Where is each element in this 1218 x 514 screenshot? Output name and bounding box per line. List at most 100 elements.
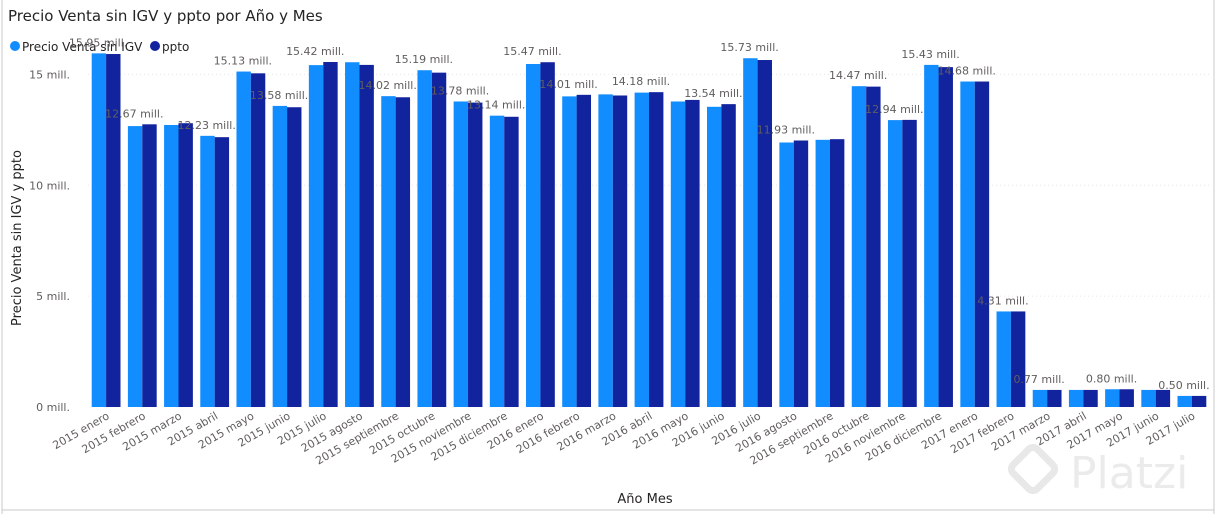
bar-ppto[interactable]: [1047, 389, 1062, 407]
bar-precio-venta[interactable]: [381, 96, 396, 408]
bar-precio-venta[interactable]: [1105, 389, 1120, 407]
bar-precio-venta[interactable]: [526, 64, 541, 408]
data-label: 15.13 mill.: [214, 55, 272, 68]
bar-ppto[interactable]: [395, 97, 411, 408]
data-label: 0.80 mill.: [1086, 372, 1137, 385]
bar-precio-venta[interactable]: [489, 115, 505, 408]
bar-ppto[interactable]: [974, 81, 990, 407]
bar-ppto[interactable]: [793, 140, 809, 407]
bar-precio-venta[interactable]: [164, 124, 179, 407]
data-label: 15.95 mill.: [69, 36, 127, 49]
bar-ppto[interactable]: [250, 73, 266, 407]
bar-precio-venta[interactable]: [996, 311, 1011, 407]
bar-precio-venta[interactable]: [91, 53, 107, 407]
bar-ppto[interactable]: [214, 137, 230, 408]
legend-label-ppto: ppto: [162, 40, 189, 54]
bar-precio-venta[interactable]: [308, 65, 324, 407]
data-label: 15.73 mill.: [720, 41, 778, 54]
x-axis-title: Año Mes: [617, 492, 672, 507]
bar-ppto[interactable]: [142, 124, 157, 408]
bar-ppto[interactable]: [866, 86, 881, 407]
bar-precio-venta[interactable]: [417, 70, 432, 407]
data-label: 4.31 mill.: [977, 294, 1028, 307]
bar-ppto[interactable]: [721, 104, 736, 408]
legend-marker-ppto: [150, 41, 160, 51]
y-tick-label: 10 mill.: [29, 179, 70, 192]
bar-ppto[interactable]: [902, 119, 917, 407]
bar-ppto[interactable]: [1010, 311, 1026, 407]
bar-precio-venta[interactable]: [1032, 389, 1048, 407]
data-label: 0.77 mill.: [1013, 373, 1064, 386]
bar-ppto[interactable]: [1155, 389, 1171, 407]
y-tick-label: 0 mill.: [36, 401, 70, 414]
bar-precio-venta[interactable]: [634, 92, 649, 408]
bar-ppto[interactable]: [685, 99, 700, 407]
bar-precio-venta[interactable]: [670, 101, 686, 407]
bar-ppto[interactable]: [106, 54, 121, 408]
bar-precio-venta[interactable]: [272, 105, 288, 408]
data-label: 12.94 mill.: [865, 103, 923, 116]
data-label: 14.02 mill.: [358, 79, 416, 92]
y-axis-title: Precio Venta sin IGV y ppto: [10, 150, 25, 326]
bar-ppto[interactable]: [359, 64, 374, 407]
data-label: 13.58 mill.: [250, 89, 308, 102]
legend-label-precio-venta: Precio Venta sin IGV: [22, 40, 143, 54]
bar-precio-venta[interactable]: [598, 94, 613, 407]
bar-precio-venta[interactable]: [779, 142, 794, 407]
bar-precio-venta[interactable]: [1141, 389, 1156, 407]
bar-ppto[interactable]: [431, 72, 447, 408]
bar-ppto[interactable]: [540, 62, 555, 408]
data-label: 12.23 mill.: [177, 119, 235, 132]
y-tick-label: 5 mill.: [36, 290, 70, 303]
bar-precio-venta[interactable]: [562, 96, 577, 407]
data-label: 14.18 mill.: [612, 75, 670, 88]
bar-ppto[interactable]: [757, 60, 772, 407]
bar-ppto[interactable]: [323, 62, 338, 407]
bar-precio-venta[interactable]: [1068, 389, 1084, 407]
data-label: 15.47 mill.: [503, 45, 561, 58]
bar-precio-venta[interactable]: [1177, 395, 1192, 407]
data-label: 13.78 mill.: [431, 84, 489, 97]
watermark-text: Platzi: [1070, 448, 1188, 499]
bar-ppto[interactable]: [468, 102, 483, 407]
watermark: Platzi: [1007, 443, 1188, 499]
data-label: 0.50 mill.: [1158, 379, 1209, 392]
bar-ppto[interactable]: [287, 107, 302, 408]
bar-precio-venta[interactable]: [127, 126, 143, 407]
bar-precio-venta[interactable]: [345, 62, 360, 408]
bar-precio-venta[interactable]: [851, 86, 867, 407]
bar-ppto[interactable]: [938, 67, 953, 407]
bar-precio-venta[interactable]: [453, 101, 469, 407]
y-axis-ticks: 0 mill. 5 mill. 10 mill. 15 mill.: [29, 68, 70, 414]
data-label: 12.67 mill.: [105, 107, 163, 120]
bar-ppto[interactable]: [612, 95, 628, 408]
bar-precio-venta[interactable]: [743, 58, 758, 407]
bar-precio-venta[interactable]: [924, 64, 939, 407]
bar-ppto[interactable]: [576, 94, 592, 407]
bar-ppto[interactable]: [1119, 389, 1134, 407]
data-label: 14.01 mill.: [539, 78, 597, 91]
bar-ppto[interactable]: [178, 123, 193, 407]
bar-ppto[interactable]: [649, 92, 664, 407]
bar-ppto[interactable]: [1083, 389, 1098, 407]
data-label: 15.19 mill.: [395, 53, 453, 66]
bar-precio-venta[interactable]: [815, 139, 830, 407]
bar-precio-venta[interactable]: [200, 135, 215, 407]
bar-ppto[interactable]: [504, 116, 519, 407]
bar-ppto[interactable]: [1191, 395, 1207, 407]
chart-title: Precio Venta sin IGV y ppto por Año y Me…: [8, 7, 323, 25]
data-label: 15.43 mill.: [901, 48, 959, 61]
data-label: 13.14 mill.: [467, 99, 525, 112]
data-labels: 15.95 mill. 12.67 mill. 12.23 mill. 15.13 m…: [69, 36, 1210, 392]
data-label: 14.68 mill.: [938, 65, 996, 78]
bar-precio-venta[interactable]: [887, 120, 903, 407]
bar-ppto[interactable]: [829, 139, 845, 408]
y-tick-label: 15 mill.: [29, 68, 70, 81]
bar-precio-venta[interactable]: [236, 71, 251, 407]
data-label: 14.47 mill.: [829, 69, 887, 82]
data-label: 15.42 mill.: [286, 45, 344, 58]
bar-precio-venta[interactable]: [960, 81, 975, 407]
legend[interactable]: Precio Venta sin IGV ppto: [10, 40, 189, 54]
bar-precio-venta[interactable]: [706, 106, 722, 407]
